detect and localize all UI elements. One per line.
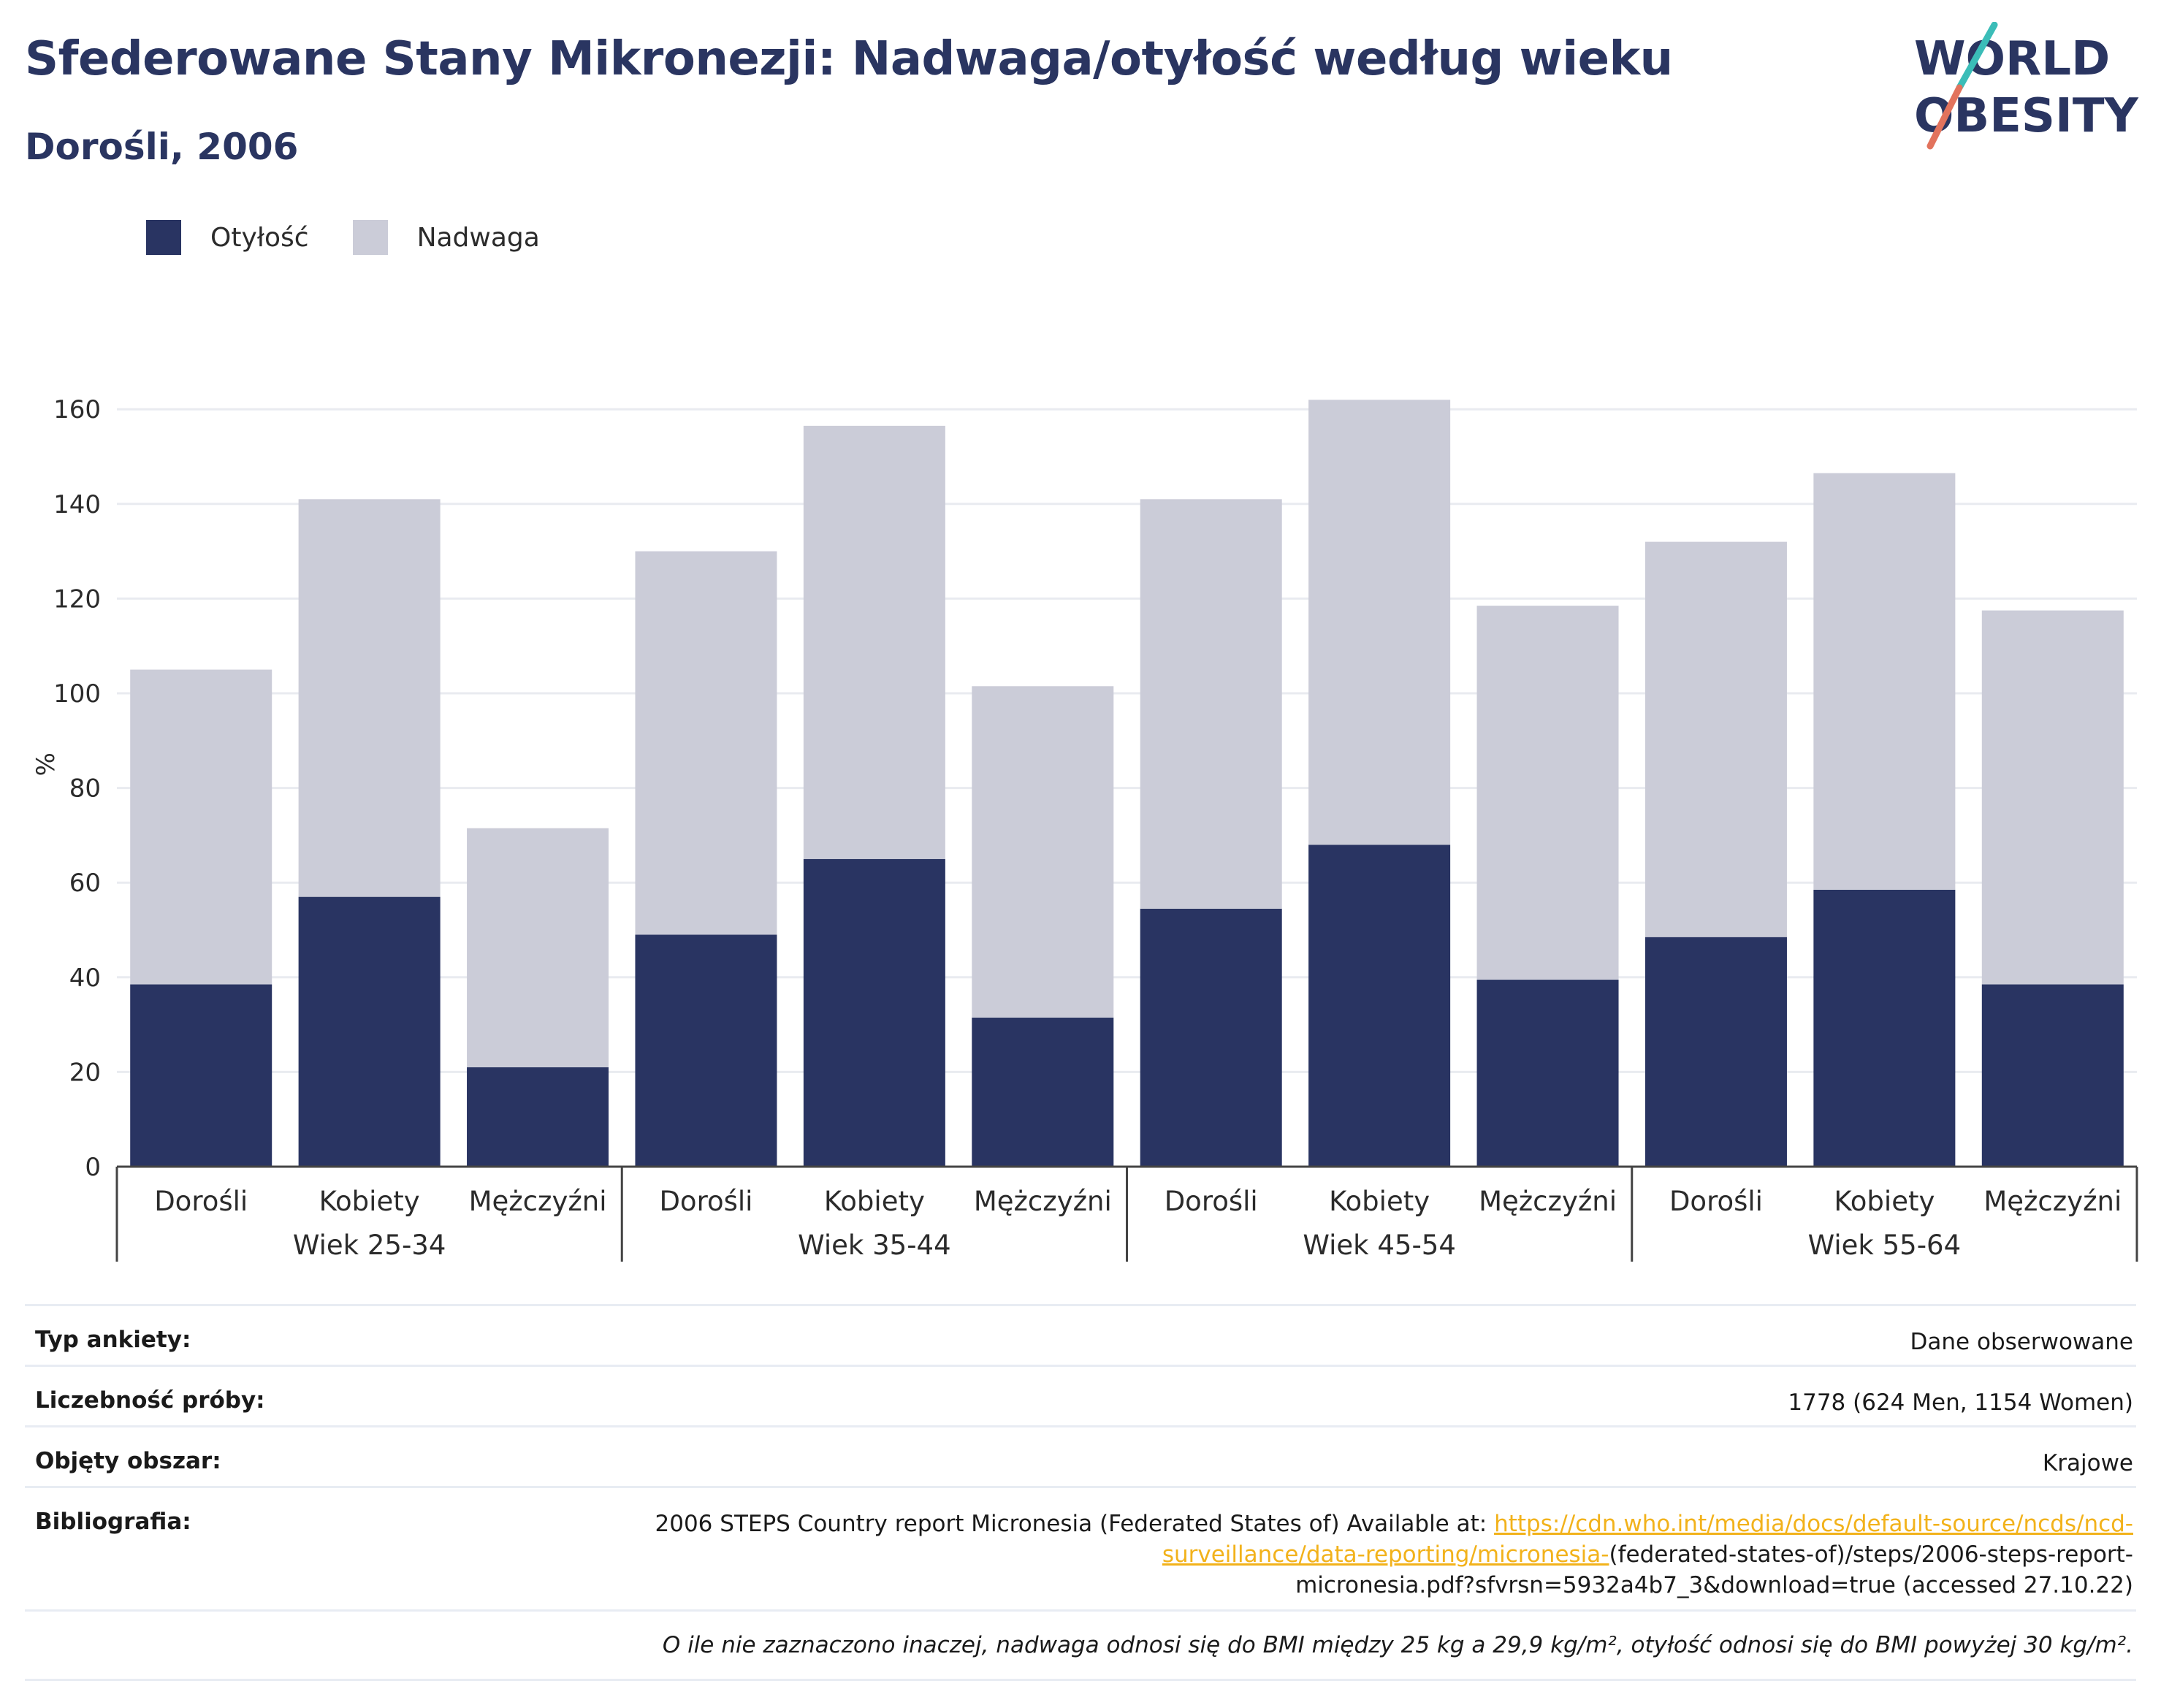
x-category-label: Kobiety xyxy=(319,1186,420,1217)
bar-obesity xyxy=(130,984,272,1167)
bar-overweight xyxy=(467,828,609,1067)
y-tick-label: 60 xyxy=(69,869,101,898)
stacked-bar-chart: 0 20 40 60 80 100 120 140 160% Dorośli Kobiety Mężc… xyxy=(31,395,2138,1262)
y-tick-label: 160 xyxy=(53,395,101,424)
y-tick-label: 120 xyxy=(53,584,101,614)
legend-swatch-overweight xyxy=(352,220,388,255)
bar-obesity xyxy=(972,1017,1114,1167)
bibliography-link-cont[interactable]: surveillance/data-reporting/micronesia- xyxy=(1162,1541,1609,1568)
bar-overweight xyxy=(130,669,272,985)
bibliography-link[interactable]: https://cdn.who.int/media/docs/default-s… xyxy=(1494,1511,2133,1537)
x-category-label: Dorośli xyxy=(1669,1186,1763,1217)
x-category-label: Kobiety xyxy=(1329,1186,1430,1217)
definition-note: O ile nie zaznaczono inaczej, nadwaga od… xyxy=(25,1609,2136,1681)
bar-overweight xyxy=(972,686,1114,1018)
bar-obesity xyxy=(298,896,441,1167)
bar-overweight xyxy=(1308,400,1451,845)
bibliography-prefix: 2006 STEPS Country report Micronesia (Fe… xyxy=(655,1511,1495,1537)
y-tick-label: 140 xyxy=(53,490,101,519)
y-tick-label: 20 xyxy=(69,1058,101,1087)
x-group-label: Wiek 55-64 xyxy=(1808,1229,1962,1261)
x-category-label: Mężczyźni xyxy=(1983,1186,2122,1217)
bibliography-suffix-2: micronesia.pdf?sfvrsn=5932a4b7_3&downloa… xyxy=(1295,1572,2133,1598)
bibliography-value: 2006 STEPS Country report Micronesia (Fe… xyxy=(655,1488,2136,1609)
x-category-label: Mężczyźni xyxy=(469,1186,607,1217)
world-obesity-logo: WORLD OBESITY xyxy=(1914,22,2138,150)
bar-overweight xyxy=(635,551,777,935)
x-group-label: Wiek 25-34 xyxy=(293,1229,446,1261)
info-row-area: Objęty obszar: Krajowe xyxy=(25,1425,2136,1486)
area-value: Krajowe xyxy=(2042,1450,2133,1476)
y-tick-label: 40 xyxy=(69,964,101,993)
bar-overweight xyxy=(298,499,441,897)
bar-overweight xyxy=(1140,499,1282,909)
x-category-label: Dorośli xyxy=(659,1186,752,1217)
sample-size-label: Liczebność próby: xyxy=(35,1387,265,1414)
y-tick-label: 80 xyxy=(69,774,101,804)
legend-label-obesity: Otyłość xyxy=(210,222,309,253)
bar-overweight xyxy=(1476,606,1619,980)
bar-obesity xyxy=(1644,937,1787,1167)
info-row-sample-size: Liczebność próby: 1778 (624 Men, 1154 Wo… xyxy=(25,1365,2136,1425)
bar-obesity xyxy=(1308,845,1451,1167)
x-category-label: Kobiety xyxy=(824,1186,925,1217)
survey-type-label: Typ ankiety: xyxy=(35,1327,191,1353)
legend-label-overweight: Nadwaga xyxy=(416,222,540,253)
y-axis-label: % xyxy=(31,752,61,776)
x-category-label: Kobiety xyxy=(1834,1186,1935,1217)
x-category-label: Mężczyźni xyxy=(1479,1186,1617,1217)
survey-type-value: Dane obserwowane xyxy=(1910,1329,2133,1355)
bibliography-label: Bibliografia: xyxy=(35,1509,191,1535)
legend-swatch-obesity xyxy=(146,220,181,255)
legend-item-overweight: Nadwaga xyxy=(352,220,540,255)
logo-line-1: WORLD xyxy=(1914,32,2110,86)
chart-legend: Otyłość Nadwaga xyxy=(146,219,584,256)
bar-obesity xyxy=(635,934,777,1167)
info-row-bibliography: Bibliografia: 2006 STEPS Country report … xyxy=(25,1486,2136,1609)
bibliography-suffix: (federated-states-of)/steps/2006-steps-r… xyxy=(1609,1541,2133,1568)
bar-obesity xyxy=(1140,908,1282,1167)
x-category-label: Mężczyźni xyxy=(974,1186,1112,1217)
area-label: Objęty obszar: xyxy=(35,1448,221,1474)
x-group-label: Wiek 35-44 xyxy=(798,1229,951,1261)
bar-obesity xyxy=(1813,889,1956,1167)
legend-item-obesity: Otyłość xyxy=(146,220,309,255)
x-category-label: Dorośli xyxy=(1165,1186,1258,1217)
bar-obesity xyxy=(1476,980,1619,1167)
bar-obesity xyxy=(803,858,945,1167)
bar-overweight xyxy=(1813,473,1956,890)
x-category-label: Dorośli xyxy=(154,1186,248,1217)
chart-subtitle: Dorośli, 2006 xyxy=(25,126,299,168)
bar-obesity xyxy=(467,1067,609,1167)
bar-overweight xyxy=(1644,541,1787,937)
x-group-label: Wiek 45-54 xyxy=(1303,1229,1456,1261)
chart-title: Sfederowane Stany Mikronezji: Nadwaga/ot… xyxy=(25,32,1673,86)
bar-obesity xyxy=(1981,984,2124,1167)
info-row-survey-type: Typ ankiety: Dane obserwowane xyxy=(25,1304,2136,1365)
y-tick-label: 100 xyxy=(53,679,101,709)
bar-overweight xyxy=(803,425,945,859)
info-table: Typ ankiety: Dane obserwowane Liczebność… xyxy=(25,1304,2136,1681)
bar-overweight xyxy=(1981,610,2124,985)
sample-size-value: 1778 (624 Men, 1154 Women) xyxy=(1788,1389,2133,1416)
y-tick-label: 0 xyxy=(85,1153,101,1182)
